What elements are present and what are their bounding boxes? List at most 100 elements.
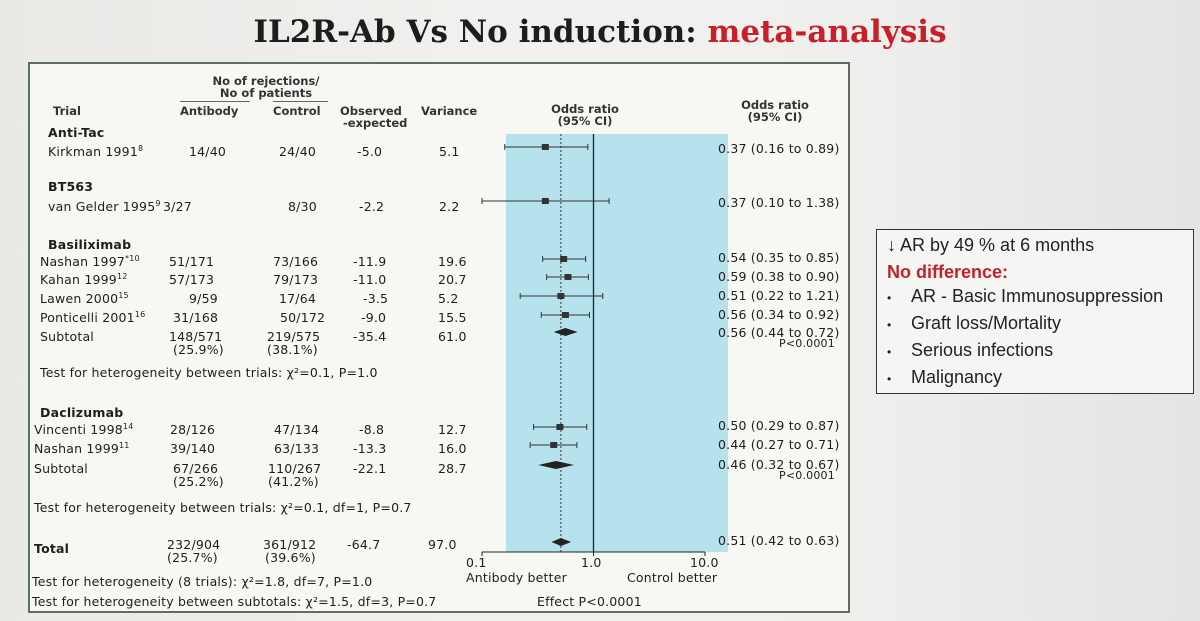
header-group-line2: No of patients	[219, 86, 313, 100]
row-or-nashan1997: 0.54 (0.35 to 0.85)	[718, 250, 840, 265]
row-p-basil-subtotal: P<0.0001	[779, 337, 835, 350]
axis-label-antibody-better: Antibody better	[466, 570, 567, 585]
header-trial: Trial	[53, 104, 81, 118]
row-or-dacl-subtotal: 0.46 (0.32 to 0.67)	[718, 457, 840, 472]
row-trial-ponticelli2001: Ponticelli 200116	[40, 309, 146, 325]
effect-p-value: Effect P<0.0001	[537, 594, 642, 609]
row-control-total: 361/912	[263, 537, 317, 552]
row-var-lawen2000: 5.2	[438, 291, 459, 306]
header-antibody: Antibody	[180, 104, 239, 118]
header-group-line1: No of rejections/	[212, 74, 320, 88]
row-var-total: 97.0	[428, 537, 457, 552]
point-estimate	[550, 442, 558, 448]
summary-item: • Graft loss/Mortality	[887, 313, 1062, 333]
row-control-pct-total: (39.6%)	[265, 550, 316, 565]
row-antibody-dacl-subtotal: 67/266	[173, 461, 219, 476]
row-var-kahan1999: 20.7	[438, 272, 467, 287]
row-var-vangelder: 2.2	[439, 199, 460, 214]
row-antibody-pct-dacl-subtotal: (25.2%)	[173, 474, 224, 489]
row-oe-ponticelli2001: -9.0	[361, 310, 387, 325]
row-trial-dacl-subtotal: Subtotal	[34, 461, 88, 476]
row-antibody-ponticelli2001: 31/168	[173, 310, 219, 325]
row-oe-dacl-subtotal: -22.1	[353, 461, 387, 476]
row-control-ponticelli2001: 50/172	[280, 310, 326, 325]
row-or-ponticelli2001: 0.56 (0.34 to 0.92)	[718, 307, 840, 322]
point-estimate	[556, 424, 564, 430]
header-variance: Variance	[421, 104, 478, 118]
point-estimate	[560, 256, 568, 262]
row-control-kirkman: 24/40	[279, 144, 317, 159]
row-var-kirkman: 5.1	[439, 144, 460, 159]
row-var-ponticelli2001: 15.5	[438, 310, 467, 325]
row-oe-kahan1999: -11.0	[353, 272, 387, 287]
point-estimate	[564, 274, 572, 280]
point-estimate	[541, 198, 549, 204]
header-observed: Observed	[340, 104, 402, 118]
row-or-kirkman: 0.37 (0.16 to 0.89)	[718, 141, 840, 156]
row-oe-basil-subtotal: -35.4	[353, 329, 387, 344]
row-control-vincenti1998: 47/134	[274, 422, 320, 437]
row-antibody-basil-subtotal: 148/571	[169, 329, 223, 344]
group-antitac: Anti-Tac	[48, 125, 105, 140]
header-ci: (95% CI)	[747, 110, 803, 124]
row-oe-lawen2000: -3.5	[363, 291, 389, 306]
row-trial-total: Total	[34, 541, 70, 556]
row-antibody-total: 232/904	[167, 537, 221, 552]
summary-item: • Serious infections	[887, 340, 1054, 360]
row-control-lawen2000: 17/64	[279, 291, 317, 306]
summary-diamond	[551, 538, 572, 546]
row-trial-vangelder: van Gelder 19959	[48, 198, 161, 214]
row-trial-basil-subtotal: Subtotal	[40, 329, 94, 344]
row-trial-kirkman: Kirkman 19918	[48, 143, 144, 159]
row-oe-nashan1997: -11.9	[353, 254, 387, 269]
row-antibody-vincenti1998: 28/126	[170, 422, 216, 437]
row-antibody-lawen2000: 9/59	[189, 291, 218, 306]
row-or-total: 0.51 (0.42 to 0.63)	[718, 533, 840, 548]
row-var-nashan1997: 19.6	[438, 254, 467, 269]
summary-diamond	[538, 461, 575, 469]
row-oe-kirkman: -5.0	[357, 144, 383, 159]
row-control-pct-basil-subtotal: (38.1%)	[267, 342, 318, 357]
row-or-basil-subtotal: 0.56 (0.44 to 0.72)	[718, 325, 840, 340]
row-control-nashan1997: 73/166	[273, 254, 319, 269]
group-daclizumab: Daclizumab	[40, 405, 124, 420]
row-antibody-nashan1999: 39/140	[170, 441, 216, 456]
group-bt563: BT563	[48, 179, 94, 194]
het-daclizumab: Test for heterogeneity between trials: χ…	[34, 500, 412, 515]
row-control-basil-subtotal: 219/575	[267, 329, 321, 344]
summary-diamond	[553, 328, 578, 336]
axis-tick-0.1: 0.1	[466, 555, 487, 570]
summary-no-difference: No difference:	[887, 262, 1009, 282]
row-control-dacl-subtotal: 110/267	[268, 461, 322, 476]
row-antibody-nashan1997: 51/171	[169, 254, 215, 269]
row-trial-kahan1999: Kahan 199912	[40, 271, 128, 287]
row-or-lawen2000: 0.51 (0.22 to 1.21)	[718, 288, 840, 303]
forest-plot-svg	[481, 134, 706, 556]
header-underline-control	[273, 101, 328, 102]
row-or-vincenti1998: 0.50 (0.29 to 0.87)	[718, 418, 840, 433]
point-estimate	[541, 144, 549, 150]
row-trial-lawen2000: Lawen 200015	[40, 290, 129, 306]
axis-tick-10.0: 10.0	[690, 555, 719, 570]
row-var-vincenti1998: 12.7	[438, 422, 467, 437]
point-estimate	[561, 312, 569, 318]
row-var-basil-subtotal: 61.0	[438, 329, 467, 344]
row-oe-total: -64.7	[347, 537, 381, 552]
point-estimate	[557, 293, 565, 299]
row-or-nashan1999: 0.44 (0.27 to 0.71)	[718, 437, 840, 452]
row-control-pct-dacl-subtotal: (41.2%)	[268, 474, 319, 489]
row-control-vangelder: 8/30	[288, 199, 317, 214]
title-main: IL2R-Ab Vs No induction:	[253, 14, 697, 50]
row-control-kahan1999: 79/173	[273, 272, 319, 287]
row-trial-nashan1999: Nashan 199911	[34, 440, 130, 456]
summary-item: • Malignancy	[887, 367, 1003, 387]
row-or-vangelder: 0.37 (0.10 to 1.38)	[718, 195, 840, 210]
header-underline-antibody	[180, 101, 250, 102]
header-control: Control	[273, 104, 321, 118]
row-antibody-kahan1999: 57/173	[169, 272, 215, 287]
slide-title: IL2R-Ab Vs No induction: meta-analysis	[0, 14, 1200, 50]
row-trial-vincenti1998: Vincenti 199814	[34, 421, 134, 437]
summary-item: • AR - Basic Immunosuppression	[887, 286, 1164, 306]
row-or-kahan1999: 0.59 (0.38 to 0.90)	[718, 269, 840, 284]
header-expected: -expected	[343, 116, 408, 130]
